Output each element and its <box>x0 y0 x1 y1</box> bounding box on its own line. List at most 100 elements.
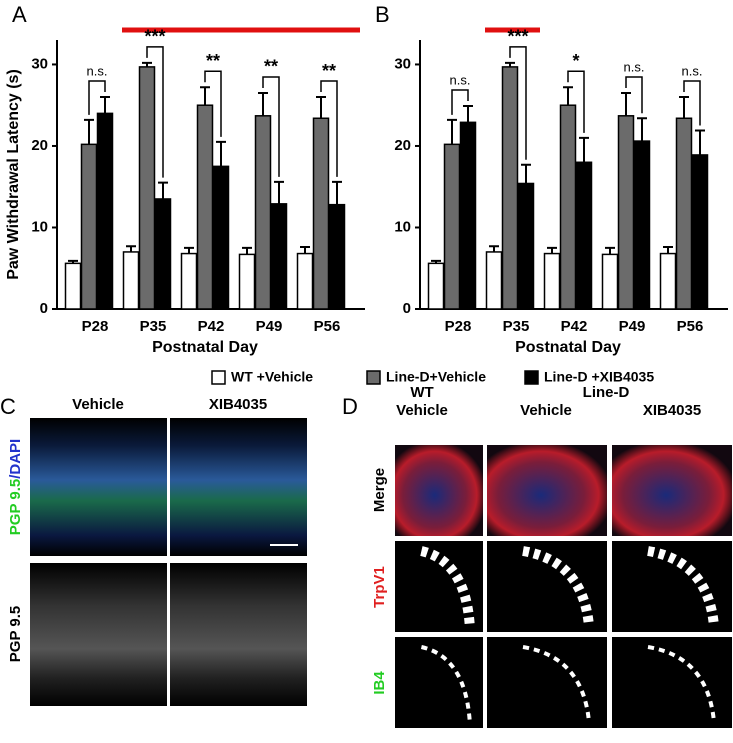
error-bar <box>68 259 78 264</box>
x-tick-label: P56 <box>314 318 341 335</box>
row-label: TrpV1 <box>371 566 388 608</box>
panel-label: C <box>0 394 16 419</box>
significance-bracket <box>262 76 280 177</box>
significance-label: n.s. <box>450 72 471 87</box>
bar <box>138 66 156 310</box>
error-bar <box>142 61 152 67</box>
micrograph <box>395 637 483 728</box>
bar <box>633 140 651 310</box>
legend-label: Line-D +XIB4035 <box>544 369 654 385</box>
bar <box>196 104 214 310</box>
bar <box>675 117 693 310</box>
bar <box>517 182 535 310</box>
micrograph-signal <box>647 546 719 627</box>
y-tick-label: 0 <box>40 300 48 317</box>
significance-bracket <box>88 80 106 115</box>
bar <box>617 115 635 310</box>
error-bar <box>216 140 226 167</box>
column-label: Vehicle <box>396 402 448 419</box>
bar <box>543 252 561 310</box>
y-tick-label: 0 <box>403 300 411 317</box>
error-bar <box>547 246 557 254</box>
error-bar <box>563 86 573 106</box>
bar <box>80 143 98 310</box>
error-bar <box>505 61 515 67</box>
error-bar <box>637 117 647 142</box>
bar <box>601 253 619 310</box>
bar <box>296 252 314 310</box>
significance-label: n.s. <box>87 63 108 78</box>
y-tick-label: 20 <box>394 137 411 154</box>
row-label-part: /DAPI <box>7 439 24 479</box>
micrograph <box>395 445 483 536</box>
column-label: XIB4035 <box>643 402 701 419</box>
column-label: WT <box>410 384 433 401</box>
micrograph-signal <box>647 645 716 723</box>
micrograph <box>30 563 167 706</box>
x-tick-label: P49 <box>619 318 646 335</box>
x-tick-label: P42 <box>198 318 225 335</box>
bar <box>64 262 82 310</box>
significance-label: *** <box>144 27 165 47</box>
bar <box>254 115 272 310</box>
x-tick-label: P56 <box>677 318 704 335</box>
significance-label: n.s. <box>624 59 645 74</box>
micrograph-signal <box>522 546 594 627</box>
column-label: XIB4035 <box>209 396 267 413</box>
x-tick-label: P28 <box>82 318 109 335</box>
significance-bracket <box>320 80 338 177</box>
row-label: IB4 <box>371 671 388 695</box>
bar <box>485 251 503 310</box>
error-bar <box>100 96 110 114</box>
bar <box>501 66 519 310</box>
bar <box>122 251 140 310</box>
bar <box>459 121 477 310</box>
error-bar <box>274 180 284 204</box>
bar <box>312 117 330 310</box>
bar <box>691 154 709 310</box>
error-bar <box>663 246 673 254</box>
bar <box>659 252 677 310</box>
error-bar <box>184 246 194 254</box>
panel-label: D <box>342 394 358 419</box>
error-bar <box>126 245 136 252</box>
x-axis-label: Postnatal Day <box>515 339 621 356</box>
significance-label: ** <box>322 61 336 81</box>
bar <box>559 104 577 310</box>
error-bar <box>431 259 441 264</box>
bar <box>270 203 288 310</box>
bar <box>443 143 461 310</box>
legend-swatch <box>211 370 226 385</box>
legend-swatch <box>524 370 539 385</box>
y-tick-label: 30 <box>394 55 411 72</box>
significance-label: ** <box>264 57 278 77</box>
error-bar <box>158 181 168 199</box>
x-tick-label: P49 <box>256 318 283 335</box>
significance-bracket <box>683 80 701 126</box>
x-tick-label: P35 <box>503 318 530 335</box>
x-axis-label: Postnatal Day <box>152 339 258 356</box>
error-bar <box>242 246 252 255</box>
micrograph <box>30 418 167 556</box>
significance-label: n.s. <box>682 63 703 78</box>
x-tick-label: P42 <box>561 318 588 335</box>
bar <box>96 112 114 310</box>
significance-bracket <box>567 70 585 133</box>
micrograph <box>395 541 483 632</box>
y-tick-label: 10 <box>394 218 411 235</box>
micrograph-signal <box>522 645 591 723</box>
column-label: Vehicle <box>72 396 124 413</box>
error-bar <box>447 118 457 145</box>
bar <box>212 165 230 310</box>
row-label-part: PGP 9.5 <box>7 479 24 535</box>
error-bar <box>84 118 94 145</box>
significance-bracket <box>625 76 643 114</box>
panel-label: A <box>12 2 27 27</box>
error-bar <box>316 96 326 119</box>
bar <box>427 262 445 310</box>
error-bar <box>695 129 705 155</box>
error-bar <box>463 105 473 123</box>
error-bar <box>605 246 615 255</box>
significance-bracket <box>146 46 164 178</box>
